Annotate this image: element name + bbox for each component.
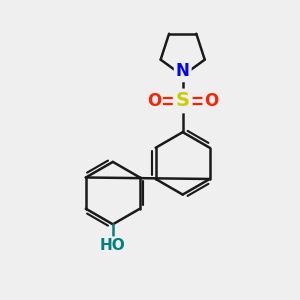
Text: O: O — [147, 92, 161, 110]
Text: N: N — [176, 62, 190, 80]
Text: HO: HO — [100, 238, 126, 253]
Text: O: O — [204, 92, 218, 110]
Text: S: S — [176, 92, 190, 110]
